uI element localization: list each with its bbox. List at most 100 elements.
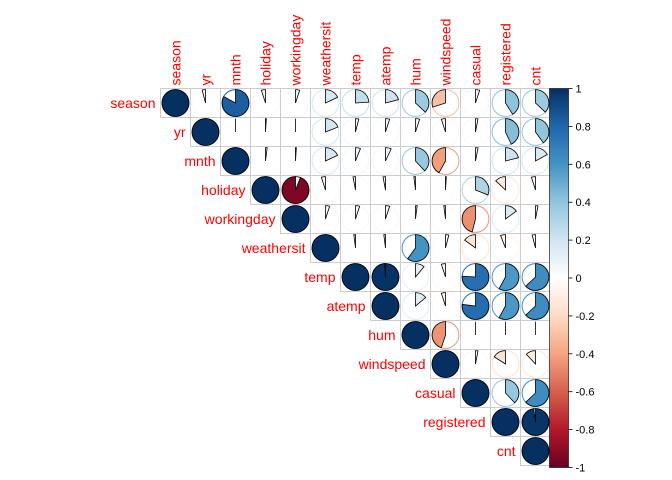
corr-pie-casual-registered [491, 379, 520, 407]
corr-pie-holiday-registered [491, 176, 520, 204]
corr-pie-workingday-cnt [521, 205, 550, 233]
corr-pie-weathersit-hum [401, 234, 430, 262]
corr-pie-casual-cnt [521, 379, 550, 407]
corr-pie-weathersit-cnt [521, 234, 550, 262]
corr-pie-mnth-hum [401, 147, 430, 175]
colorbar-tick-label: 0 [576, 273, 582, 285]
corr-pie-holiday-atemp [371, 176, 400, 204]
colorbar-tick-label: 1 [576, 84, 582, 96]
corr-pie-weathersit-casual [461, 234, 490, 262]
col-label-atemp: atemp [378, 46, 394, 85]
corr-pie-holiday-workingday [281, 176, 310, 204]
row-label-windspeed: windspeed [358, 356, 426, 372]
corr-pie-atemp-windspeed [431, 292, 460, 320]
row-label-holiday: holiday [201, 182, 245, 198]
corr-pie-atemp-registered [491, 292, 520, 320]
col-label-mnth: mnth [228, 54, 244, 85]
corr-pie-season-hum [401, 89, 430, 117]
corr-pie-mnth-temp [341, 147, 370, 175]
corr-pie-yr-weathersit [311, 118, 340, 146]
corr-pie-atemp-casual [461, 292, 490, 320]
corr-pie-hum-casual [461, 321, 490, 349]
row-label-workingday: workingday [204, 211, 276, 227]
corr-pie-season-weathersit [311, 89, 340, 117]
colorbar-tick-label: -0.2 [576, 311, 595, 323]
corr-pie-mnth-weathersit [311, 147, 340, 175]
corr-pie-yr-holiday [251, 118, 280, 146]
col-label-holiday: holiday [258, 41, 274, 85]
corr-pie-yr-casual [461, 118, 490, 146]
corr-pie-workingday-workingday [281, 205, 310, 233]
corr-pie-weathersit-weathersit [311, 234, 340, 262]
row-label-weathersit: weathersit [241, 240, 306, 256]
corr-pie-workingday-casual [461, 205, 490, 233]
corr-pie-holiday-windspeed [431, 176, 460, 204]
corr-pie-temp-hum [401, 263, 430, 291]
corr-pie-holiday-hum [401, 176, 430, 204]
corr-pie-temp-atemp [371, 263, 400, 291]
cells-layer [161, 89, 550, 465]
col-label-season: season [168, 40, 184, 85]
labels-layer: season yr mnth holiday workingday weathersit t… [110, 15, 543, 459]
corr-pie-season-atemp [371, 89, 400, 117]
corr-pie-hum-registered [491, 321, 520, 349]
colorbar-tick-label: -0.4 [576, 349, 595, 361]
colorbar-tick-label: 0.2 [576, 235, 591, 247]
row-label-temp: temp [304, 269, 335, 285]
corr-pie-registered-registered [491, 408, 520, 436]
corr-pie-holiday-temp [341, 176, 370, 204]
corr-pie-yr-cnt [521, 118, 550, 146]
col-label-hum: hum [408, 58, 424, 85]
colorbar: 1 0.8 0.6 0.4 0.2 0 -0.2 -0.4 -0.6 -0.8 -1 [549, 84, 595, 475]
corr-pie-cnt-cnt [521, 437, 550, 465]
corr-pie-yr-temp [341, 118, 370, 146]
corr-pie-yr-workingday [281, 118, 310, 146]
corr-pie-workingday-temp [341, 205, 370, 233]
corr-pie-season-casual [461, 89, 490, 117]
corr-pie-weathersit-windspeed [431, 234, 460, 262]
row-label-yr: yr [174, 124, 186, 140]
corr-pie-yr-windspeed [431, 118, 460, 146]
corr-pie-temp-windspeed [431, 263, 460, 291]
corr-pie-temp-temp [341, 263, 370, 291]
colorbar-tick-label: -1 [576, 463, 586, 475]
corr-pie-weathersit-registered [491, 234, 520, 262]
corr-pie-season-mnth [221, 89, 250, 117]
corr-pie-yr-mnth [221, 118, 250, 146]
corr-pie-workingday-registered [491, 205, 520, 233]
corr-pie-holiday-holiday [251, 176, 280, 204]
corr-pie-holiday-casual [461, 176, 490, 204]
corr-pie-mnth-holiday [251, 147, 280, 175]
corr-pie-atemp-cnt [521, 292, 550, 320]
col-label-casual: casual [468, 45, 484, 85]
col-label-temp: temp [348, 54, 364, 85]
col-label-registered: registered [498, 23, 514, 85]
corr-pie-weathersit-atemp [371, 234, 400, 262]
col-label-cnt: cnt [528, 67, 544, 86]
corr-pie-mnth-registered [491, 147, 520, 175]
corr-pie-windspeed-windspeed [431, 350, 460, 378]
corr-pie-atemp-hum [401, 292, 430, 320]
corr-pie-mnth-atemp [371, 147, 400, 175]
corr-pie-season-windspeed [431, 89, 460, 117]
corr-pie-season-workingday [281, 89, 310, 117]
colorbar-tick-label: 0.6 [576, 159, 591, 171]
corr-pie-hum-windspeed [431, 321, 460, 349]
corr-pie-windspeed-registered [491, 350, 520, 378]
col-label-weathersit: weathersit [318, 22, 334, 87]
colorbar-tick-label: -0.6 [576, 387, 595, 399]
corr-pie-atemp-atemp [371, 292, 400, 320]
col-label-yr: yr [198, 74, 214, 86]
corr-pie-hum-cnt [521, 321, 550, 349]
row-label-atemp: atemp [327, 298, 366, 314]
colorbar-tick-label: 0.8 [576, 121, 591, 133]
corr-pie-workingday-weathersit [311, 205, 340, 233]
corr-pie-yr-registered [491, 118, 520, 146]
corr-pie-season-temp [341, 89, 370, 117]
corr-pie-workingday-atemp [371, 205, 400, 233]
row-label-season: season [110, 95, 155, 111]
colorbar-tick-label: 0.4 [576, 197, 591, 209]
corr-pie-season-holiday [251, 89, 280, 117]
corr-pie-mnth-casual [461, 147, 490, 175]
